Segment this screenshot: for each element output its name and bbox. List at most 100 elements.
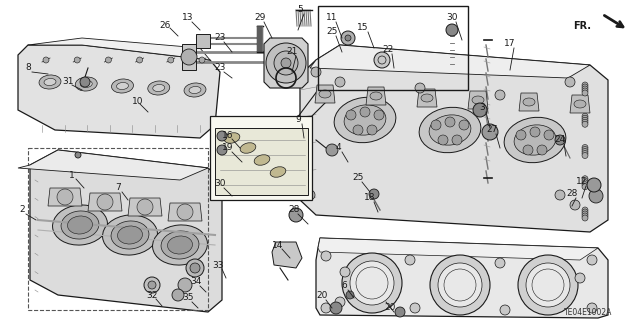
Circle shape [168, 57, 174, 63]
Text: 4: 4 [335, 144, 341, 152]
Circle shape [500, 305, 510, 315]
Text: 25: 25 [326, 27, 338, 36]
Text: 30: 30 [446, 13, 458, 23]
Circle shape [311, 67, 321, 77]
Bar [259, 26, 260, 52]
Circle shape [345, 35, 351, 41]
Circle shape [582, 113, 588, 119]
Circle shape [353, 125, 363, 135]
Circle shape [148, 281, 156, 289]
Ellipse shape [111, 79, 134, 93]
Circle shape [199, 57, 205, 63]
Ellipse shape [148, 81, 170, 95]
Text: 7: 7 [115, 183, 121, 192]
Text: 9: 9 [295, 115, 301, 124]
Ellipse shape [504, 117, 566, 163]
Circle shape [523, 145, 533, 155]
Circle shape [582, 121, 588, 127]
Circle shape [582, 86, 588, 92]
Circle shape [74, 57, 80, 63]
Text: 13: 13 [182, 13, 194, 23]
Ellipse shape [39, 75, 61, 89]
Bar [262, 26, 263, 52]
Circle shape [75, 152, 81, 158]
Circle shape [446, 24, 458, 36]
Circle shape [367, 125, 377, 135]
Text: 19: 19 [222, 144, 234, 152]
Text: 5: 5 [297, 5, 303, 14]
Circle shape [330, 302, 342, 314]
Circle shape [190, 263, 200, 273]
Circle shape [137, 199, 153, 215]
Circle shape [274, 51, 298, 75]
Ellipse shape [44, 78, 56, 85]
Circle shape [582, 178, 588, 184]
Polygon shape [215, 128, 308, 195]
Text: 14: 14 [272, 241, 284, 249]
Circle shape [346, 291, 354, 299]
Circle shape [582, 182, 588, 188]
Text: 26: 26 [159, 20, 171, 29]
Circle shape [544, 130, 554, 140]
Ellipse shape [270, 167, 286, 177]
Text: 22: 22 [382, 46, 394, 55]
Ellipse shape [334, 97, 396, 143]
Circle shape [177, 204, 193, 220]
Circle shape [266, 43, 306, 83]
Circle shape [217, 145, 227, 155]
Circle shape [582, 213, 588, 219]
Text: 23: 23 [214, 33, 226, 42]
Bar [261, 26, 262, 52]
Text: 30: 30 [214, 180, 226, 189]
Text: 28: 28 [566, 189, 578, 198]
Ellipse shape [419, 107, 481, 153]
Text: 34: 34 [190, 278, 202, 286]
Circle shape [97, 194, 113, 210]
Bar [28, 148, 208, 310]
Circle shape [431, 120, 441, 130]
Circle shape [530, 127, 540, 137]
Circle shape [178, 278, 192, 292]
Circle shape [374, 52, 390, 68]
Polygon shape [18, 45, 220, 138]
Ellipse shape [76, 77, 97, 91]
Circle shape [587, 178, 601, 192]
Circle shape [582, 152, 588, 159]
Circle shape [587, 303, 597, 313]
Ellipse shape [523, 98, 535, 106]
Text: 32: 32 [147, 291, 157, 300]
Circle shape [144, 277, 160, 293]
Circle shape [369, 189, 379, 199]
Bar [257, 26, 258, 52]
Circle shape [555, 135, 565, 145]
Text: 27: 27 [486, 125, 498, 135]
Circle shape [582, 90, 588, 96]
Polygon shape [417, 89, 437, 107]
Circle shape [57, 189, 73, 205]
Circle shape [438, 263, 482, 307]
Text: 24: 24 [554, 136, 566, 145]
Circle shape [405, 255, 415, 265]
Text: 35: 35 [182, 293, 194, 302]
Bar [318, 6, 468, 90]
Circle shape [340, 267, 350, 277]
Text: 23: 23 [214, 63, 226, 72]
Polygon shape [468, 91, 488, 109]
Circle shape [80, 77, 90, 87]
Bar [210, 116, 312, 200]
Circle shape [582, 115, 588, 121]
Ellipse shape [254, 155, 270, 165]
Text: 28: 28 [288, 205, 300, 214]
Circle shape [410, 303, 420, 313]
Text: 29: 29 [254, 13, 266, 23]
Circle shape [570, 200, 580, 210]
Circle shape [360, 107, 370, 117]
Circle shape [281, 58, 291, 68]
Circle shape [582, 84, 588, 90]
Ellipse shape [514, 125, 556, 155]
Circle shape [172, 289, 184, 301]
Ellipse shape [111, 221, 149, 249]
Text: 33: 33 [212, 261, 224, 270]
Ellipse shape [574, 100, 586, 108]
Ellipse shape [184, 83, 206, 97]
